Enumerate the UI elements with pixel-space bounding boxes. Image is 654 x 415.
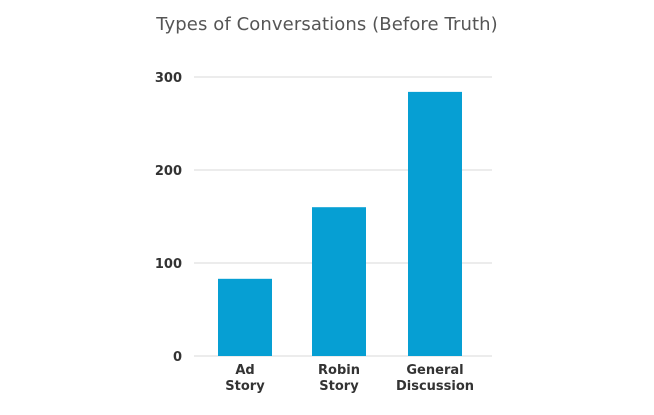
bar-general-discussion [408, 91, 462, 356]
y-tick-label: 100 [155, 257, 182, 272]
x-category-label-line: Robin [318, 363, 360, 378]
bar-ad-story [218, 278, 272, 356]
x-category-label-line: Story [225, 379, 265, 394]
y-axis-tick-labels: 0 100 200 300 [155, 71, 182, 365]
x-category-label-line: General [406, 363, 463, 378]
y-tick-label: 200 [155, 164, 182, 179]
bar-robin-story [312, 207, 366, 356]
x-category-label-line: Story [319, 379, 359, 394]
y-tick-label: 300 [155, 71, 182, 86]
y-tick-label: 0 [173, 350, 182, 365]
x-category-label-line: Discussion [396, 379, 474, 394]
x-category-label: Ad Story [225, 363, 265, 394]
chart-title: Types of Conversations (Before Truth) [156, 14, 498, 35]
x-category-label-line: Ad [235, 363, 254, 378]
x-category-label: General Discussion [396, 363, 474, 394]
x-category-label: Robin Story [318, 363, 360, 394]
bars [218, 91, 462, 356]
